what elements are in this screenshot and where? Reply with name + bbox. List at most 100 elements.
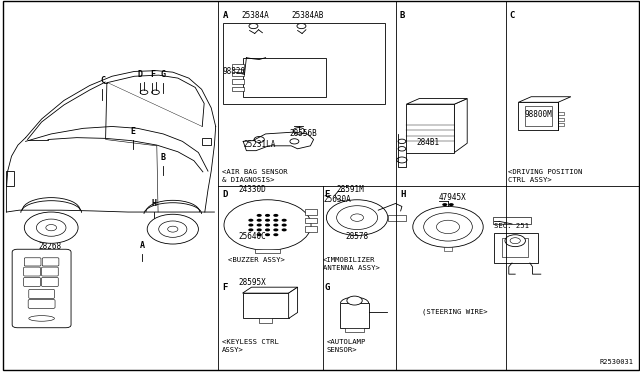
Circle shape	[168, 226, 178, 232]
Text: C: C	[509, 11, 515, 20]
FancyBboxPatch shape	[42, 278, 58, 286]
Text: <IMMOBILIZER
ANTENNA ASSY>: <IMMOBILIZER ANTENNA ASSY>	[323, 257, 380, 272]
Circle shape	[505, 235, 525, 247]
Text: 28578: 28578	[346, 232, 369, 241]
Text: F: F	[150, 70, 155, 79]
Circle shape	[397, 157, 407, 163]
Circle shape	[326, 200, 388, 235]
Text: 28595X: 28595X	[238, 278, 266, 287]
Bar	[525, 106, 552, 126]
Polygon shape	[289, 287, 298, 318]
Circle shape	[248, 219, 253, 222]
Circle shape	[257, 214, 262, 217]
Circle shape	[152, 90, 159, 94]
Bar	[406, 104, 454, 153]
Circle shape	[159, 221, 187, 237]
Text: <BUZZER ASSY>: <BUZZER ASSY>	[228, 257, 285, 263]
Circle shape	[249, 23, 258, 29]
Circle shape	[424, 213, 472, 241]
Circle shape	[224, 200, 311, 250]
Text: (STEERING WIRE>: (STEERING WIRE>	[422, 309, 488, 315]
Text: <AUTOLAMP
SENSOR>: <AUTOLAMP SENSOR>	[326, 339, 366, 353]
Circle shape	[273, 228, 278, 231]
Circle shape	[265, 219, 270, 222]
Bar	[493, 217, 531, 224]
Circle shape	[351, 214, 364, 221]
Circle shape	[257, 224, 262, 227]
Text: A: A	[223, 11, 228, 20]
Text: 98820: 98820	[222, 67, 245, 76]
Text: B: B	[400, 11, 405, 20]
FancyBboxPatch shape	[24, 267, 40, 276]
Circle shape	[248, 228, 253, 231]
Bar	[232, 79, 244, 84]
Bar	[305, 226, 317, 232]
Circle shape	[46, 225, 56, 231]
Bar	[558, 123, 564, 126]
Text: 28268: 28268	[38, 242, 61, 251]
Circle shape	[273, 214, 278, 217]
Circle shape	[140, 90, 148, 94]
Circle shape	[147, 214, 198, 244]
Text: <DRIVING POSITION
CTRL ASSY>: <DRIVING POSITION CTRL ASSY>	[508, 169, 582, 183]
Circle shape	[297, 23, 306, 29]
Circle shape	[265, 214, 270, 217]
Bar	[518, 102, 558, 130]
Circle shape	[265, 224, 270, 227]
Text: a: a	[49, 259, 52, 264]
Bar	[345, 328, 364, 332]
Text: G: G	[324, 283, 330, 292]
Circle shape	[347, 296, 362, 305]
FancyBboxPatch shape	[24, 278, 40, 286]
Text: F: F	[223, 283, 228, 292]
Circle shape	[273, 219, 278, 222]
Text: E: E	[131, 127, 136, 136]
Text: 25384A: 25384A	[242, 12, 269, 20]
FancyBboxPatch shape	[42, 267, 58, 276]
Text: a: a	[31, 259, 35, 264]
Text: D: D	[223, 190, 228, 199]
Circle shape	[282, 228, 287, 231]
Text: A: A	[140, 241, 145, 250]
Bar	[6, 171, 14, 186]
Bar	[243, 58, 326, 97]
Bar	[223, 23, 385, 104]
Text: D: D	[137, 70, 142, 79]
Circle shape	[449, 203, 454, 206]
FancyBboxPatch shape	[24, 258, 41, 266]
Text: G: G	[161, 70, 166, 79]
Circle shape	[436, 220, 460, 234]
Bar	[243, 293, 289, 318]
Text: 28591M: 28591M	[336, 185, 364, 194]
Text: C: C	[100, 76, 105, 85]
Bar	[558, 112, 564, 115]
Circle shape	[24, 212, 78, 243]
Bar	[444, 247, 452, 251]
Bar	[340, 303, 369, 328]
Circle shape	[254, 137, 264, 142]
Bar	[305, 218, 317, 223]
Text: H: H	[151, 199, 156, 208]
Text: <AIR BAG SENSOR
& DIAGNOSIS>: <AIR BAG SENSOR & DIAGNOSIS>	[222, 169, 288, 183]
Circle shape	[273, 224, 278, 227]
Text: B: B	[161, 153, 166, 162]
Bar	[502, 238, 528, 257]
Ellipse shape	[29, 315, 54, 321]
Circle shape	[398, 147, 406, 151]
Circle shape	[257, 233, 262, 236]
Circle shape	[442, 203, 447, 206]
Text: 98800M: 98800M	[525, 110, 552, 119]
Text: 25231LA: 25231LA	[243, 140, 276, 149]
Bar	[494, 233, 538, 263]
Circle shape	[293, 128, 305, 134]
Polygon shape	[406, 99, 467, 104]
FancyBboxPatch shape	[42, 258, 59, 266]
Text: 24330D: 24330D	[238, 185, 266, 194]
Circle shape	[337, 206, 378, 230]
Text: 47945X: 47945X	[439, 193, 467, 202]
Text: <KEYLESS CTRL
ASSY>: <KEYLESS CTRL ASSY>	[222, 339, 279, 353]
Circle shape	[273, 233, 278, 236]
Circle shape	[257, 219, 262, 222]
Bar	[259, 318, 272, 323]
Text: SEC. 251: SEC. 251	[494, 223, 529, 229]
